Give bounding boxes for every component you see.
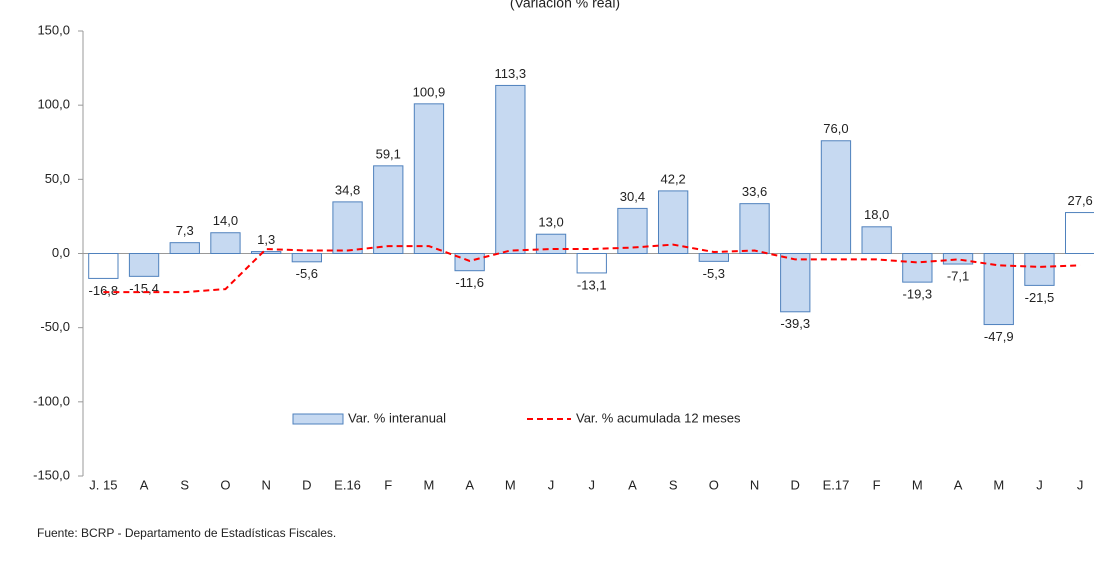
bar [820, 140, 852, 254]
x-tick-label: J [548, 477, 555, 492]
bar [291, 253, 323, 263]
x-tick-label: A [954, 477, 963, 492]
value-label: 27,6 [1067, 193, 1092, 208]
bar [1024, 253, 1055, 286]
y-tick-label: -50,0 [40, 319, 70, 334]
bar [942, 253, 974, 265]
x-tick-label: J. 15 [89, 477, 117, 492]
value-label: -21,5 [1025, 290, 1055, 305]
value-label: -39,3 [780, 316, 810, 331]
x-tick-label: O [220, 477, 230, 492]
x-tick-label: E.17 [823, 477, 850, 492]
value-label: 1,3 [257, 232, 275, 247]
bar [250, 251, 282, 255]
bar [332, 201, 363, 255]
x-tick-label: J [1077, 477, 1084, 492]
x-tick-label: N [750, 477, 759, 492]
value-label: -19,3 [903, 287, 933, 302]
x-tick-label: J [1036, 477, 1043, 492]
value-label: 100,9 [413, 84, 446, 99]
y-tick-label: 50,0 [45, 171, 70, 186]
y-tick-label: -100,0 [33, 393, 70, 408]
value-label: 18,0 [864, 207, 889, 222]
value-label: 34,8 [335, 182, 360, 197]
value-label: -11,6 [455, 275, 484, 290]
bar [780, 253, 811, 313]
x-tick-label: J [589, 477, 596, 492]
bar [657, 190, 689, 255]
value-label: -15,4 [129, 281, 159, 296]
value-label: 7,3 [176, 223, 194, 238]
bar [454, 253, 485, 272]
x-tick-label: S [180, 477, 189, 492]
x-tick-label: M [505, 477, 516, 492]
y-tick-label: 100,0 [37, 97, 70, 112]
value-label: -7,1 [947, 268, 969, 283]
value-label: 30,4 [620, 189, 645, 204]
legend-swatch [292, 413, 344, 425]
bar [576, 253, 607, 274]
y-tick-label: 0,0 [52, 245, 70, 260]
x-tick-label: F [384, 477, 392, 492]
x-tick-label: M [424, 477, 435, 492]
x-tick-label: M [993, 477, 1004, 492]
bar [88, 253, 119, 279]
value-label: 13,0 [538, 215, 563, 230]
bar [210, 232, 241, 255]
y-tick-label: -150,0 [33, 467, 70, 482]
bar [128, 253, 160, 277]
x-tick-label: A [140, 477, 149, 492]
x-tick-label: A [465, 477, 474, 492]
bar [535, 233, 567, 254]
x-tick-label: A [628, 477, 637, 492]
value-label: 59,1 [376, 146, 401, 161]
x-tick-label: D [791, 477, 800, 492]
bar [698, 253, 730, 262]
value-label: 113,3 [495, 66, 527, 81]
value-label: -47,9 [984, 329, 1014, 344]
x-tick-label: N [261, 477, 270, 492]
bar [739, 203, 770, 255]
bar [413, 103, 445, 254]
bar [861, 226, 892, 255]
legend-label: Var. % acumulada 12 meses [576, 410, 741, 425]
value-label: -13,1 [577, 277, 607, 292]
bar [373, 165, 404, 255]
value-label: 14,0 [213, 213, 238, 228]
x-tick-label: S [669, 477, 678, 492]
bar [617, 207, 648, 254]
value-label: -5,6 [296, 266, 318, 281]
x-tick-label: F [873, 477, 881, 492]
x-tick-label: D [302, 477, 311, 492]
bar [1064, 212, 1094, 254]
y-tick-label: 150,0 [37, 22, 70, 37]
source-note: Fuente: BCRP - Departamento de Estadísti… [37, 526, 336, 540]
legend-label: Var. % interanual [348, 410, 446, 425]
x-tick-label: M [912, 477, 923, 492]
bar [169, 242, 200, 254]
value-label: 76,0 [823, 121, 848, 136]
value-label: -16,8 [89, 283, 119, 298]
bar [902, 253, 933, 283]
bar [495, 84, 526, 254]
value-label: 33,6 [742, 184, 767, 199]
x-tick-label: O [709, 477, 719, 492]
value-label: 42,2 [660, 171, 685, 186]
value-label: -5,3 [703, 266, 725, 281]
x-tick-label: E.16 [334, 477, 361, 492]
chart-title: (Variación % real) [510, 0, 620, 11]
bar [983, 253, 1014, 326]
